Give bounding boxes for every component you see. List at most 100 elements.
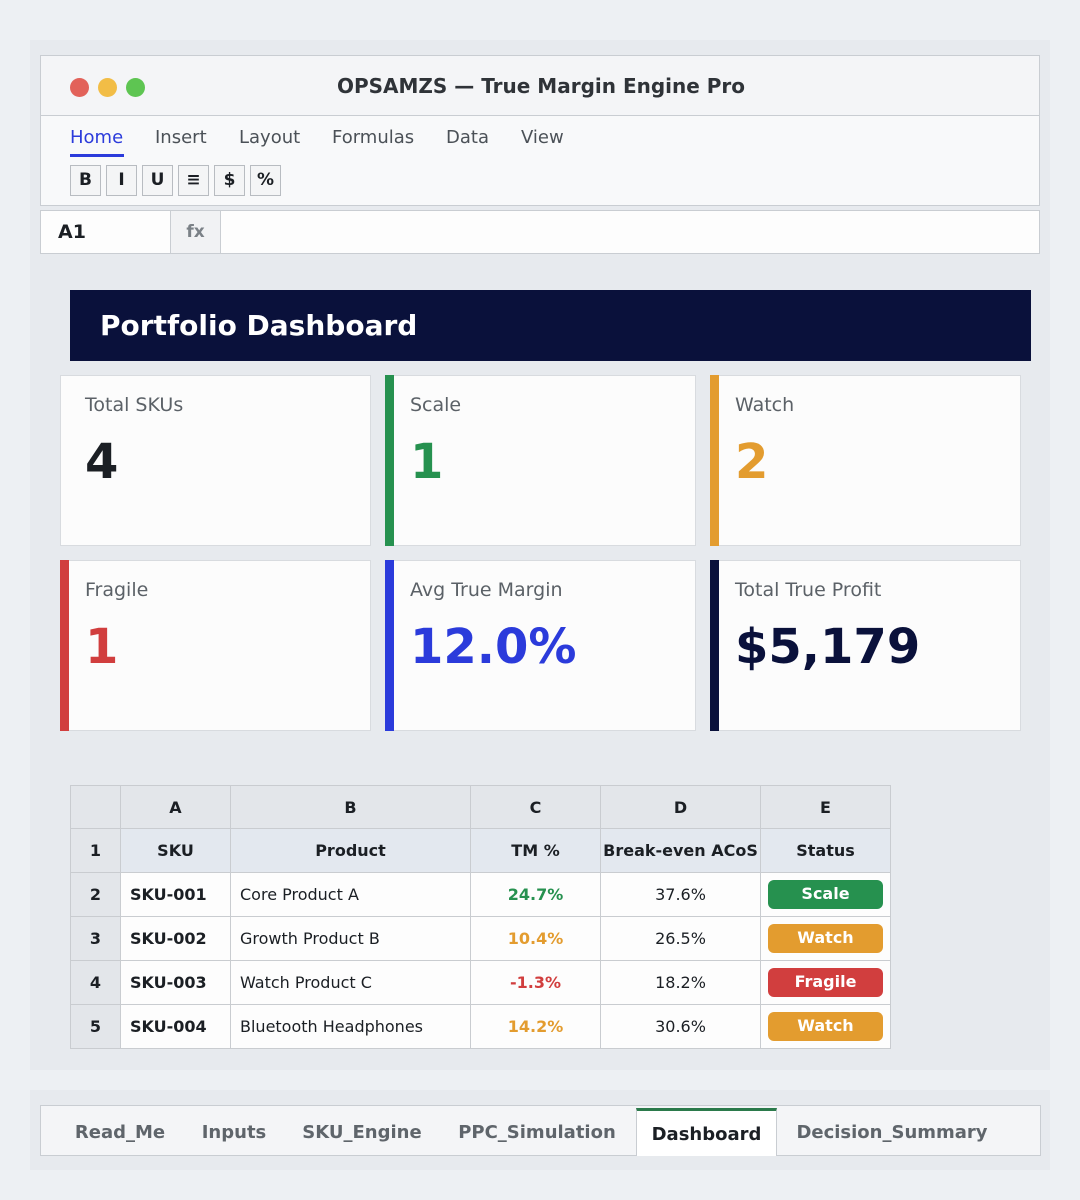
sku-cell[interactable]: SKU-003	[120, 960, 231, 1005]
sheet-tab-dashboard[interactable]: Dashboard	[636, 1108, 777, 1156]
italic-button[interactable]: I	[106, 165, 137, 196]
kpi-value: 1	[85, 619, 119, 675]
header-cell-sku[interactable]: SKU	[120, 828, 231, 873]
app-frame: OPSAMZS — True Margin Engine Pro Home In…	[30, 40, 1050, 1070]
kpi-card-avg-true-margin: Avg True Margin 12.0%	[385, 560, 696, 731]
header-cell-tm[interactable]: TM %	[470, 828, 601, 873]
tab-layout[interactable]: Layout	[239, 127, 301, 148]
status-badge: Fragile	[768, 968, 883, 997]
percent-format-button[interactable]: %	[250, 165, 281, 196]
sku-table: A B C D E 1 SKU Product TM % Break-even …	[70, 785, 891, 1049]
ribbon: Home Insert Layout Formulas Data View B …	[40, 115, 1040, 206]
table-header-row: 1 SKU Product TM % Break-even ACoS Statu…	[70, 828, 891, 873]
tm-cell[interactable]: -1.3%	[470, 960, 601, 1005]
sku-cell[interactable]: SKU-001	[120, 872, 231, 917]
status-badge: Watch	[768, 1012, 883, 1041]
kpi-label: Scale	[410, 394, 462, 416]
kpi-label: Total True Profit	[735, 579, 882, 601]
tab-insert[interactable]: Insert	[155, 127, 207, 148]
sku-cell[interactable]: SKU-002	[120, 916, 231, 961]
kpi-card-watch: Watch 2	[710, 375, 1021, 546]
product-cell[interactable]: Core Product A	[230, 872, 471, 917]
kpi-value: $5,179	[735, 619, 921, 675]
column-header-d[interactable]: D	[600, 785, 761, 829]
status-cell[interactable]: Watch	[760, 916, 891, 961]
kpi-accent-bar	[385, 375, 394, 546]
tab-formulas[interactable]: Formulas	[332, 127, 415, 148]
select-all-corner[interactable]	[70, 785, 121, 829]
breakeven-cell[interactable]: 18.2%	[600, 960, 761, 1005]
dashboard-banner: Portfolio Dashboard	[70, 290, 1031, 361]
header-cell-status[interactable]: Status	[760, 828, 891, 873]
kpi-card-total-true-profit: Total True Profit $5,179	[710, 560, 1021, 731]
breakeven-cell[interactable]: 30.6%	[600, 1004, 761, 1049]
status-cell[interactable]: Fragile	[760, 960, 891, 1005]
sku-cell[interactable]: SKU-004	[120, 1004, 231, 1049]
sheet-tab-read-me[interactable]: Read_Me	[74, 1122, 166, 1143]
formula-bar: A1 fx	[40, 210, 1040, 254]
kpi-label: Avg True Margin	[410, 579, 563, 601]
kpi-label: Watch	[735, 394, 795, 416]
tab-view[interactable]: View	[521, 127, 564, 148]
kpi-value: 2	[735, 434, 769, 490]
kpi-accent-bar	[60, 560, 69, 731]
header-cell-product[interactable]: Product	[230, 828, 471, 873]
kpi-card-fragile: Fragile 1	[60, 560, 371, 731]
title-bar: OPSAMZS — True Margin Engine Pro	[40, 55, 1040, 116]
status-cell[interactable]: Watch	[760, 1004, 891, 1049]
kpi-value: 1	[410, 434, 444, 490]
table-row: 4 SKU-003 Watch Product C -1.3% 18.2% Fr…	[70, 960, 891, 1005]
breakeven-cell[interactable]: 26.5%	[600, 916, 761, 961]
table-row: 2 SKU-001 Core Product A 24.7% 37.6% Sca…	[70, 872, 891, 917]
sheet-tab-sku-engine[interactable]: SKU_Engine	[302, 1122, 422, 1143]
row-header[interactable]: 4	[70, 960, 121, 1005]
active-tab-indicator	[70, 154, 124, 157]
column-header-c[interactable]: C	[470, 785, 601, 829]
product-cell[interactable]: Growth Product B	[230, 916, 471, 961]
underline-button[interactable]: U	[142, 165, 173, 196]
cell-reference-box[interactable]: A1	[41, 211, 171, 253]
dashboard-title: Portfolio Dashboard	[100, 309, 418, 342]
kpi-accent-bar	[710, 375, 719, 546]
tab-home[interactable]: Home	[70, 127, 124, 148]
sheet-tabs-bar: Read_Me Inputs SKU_Engine PPC_Simulation…	[40, 1105, 1041, 1156]
row-header[interactable]: 1	[70, 828, 121, 873]
fx-icon[interactable]: fx	[171, 211, 221, 253]
column-header-e[interactable]: E	[760, 785, 891, 829]
status-badge: Watch	[768, 924, 883, 953]
kpi-accent-bar	[385, 560, 394, 731]
window-title: OPSAMZS — True Margin Engine Pro	[336, 74, 746, 98]
column-header-a[interactable]: A	[120, 785, 231, 829]
bold-button[interactable]: B	[70, 165, 101, 196]
sheet-tab-inputs[interactable]: Inputs	[201, 1122, 267, 1143]
product-cell[interactable]: Bluetooth Headphones	[230, 1004, 471, 1049]
table-row: 3 SKU-002 Growth Product B 10.4% 26.5% W…	[70, 916, 891, 961]
header-cell-breakeven-acos[interactable]: Break-even ACoS	[600, 828, 761, 873]
kpi-label: Total SKUs	[85, 394, 184, 416]
align-icon[interactable]: ≡	[178, 165, 209, 196]
breakeven-cell[interactable]: 37.6%	[600, 872, 761, 917]
kpi-card-scale: Scale 1	[385, 375, 696, 546]
table-row: 5 SKU-004 Bluetooth Headphones 14.2% 30.…	[70, 1004, 891, 1049]
row-header[interactable]: 5	[70, 1004, 121, 1049]
minimize-window-button[interactable]	[98, 78, 117, 97]
status-cell[interactable]: Scale	[760, 872, 891, 917]
tm-cell[interactable]: 14.2%	[470, 1004, 601, 1049]
tm-cell[interactable]: 10.4%	[470, 916, 601, 961]
product-cell[interactable]: Watch Product C	[230, 960, 471, 1005]
sheet-tab-ppc-simulation[interactable]: PPC_Simulation	[458, 1122, 616, 1143]
kpi-value: 4	[85, 434, 119, 490]
kpi-accent-bar	[710, 560, 719, 731]
close-window-button[interactable]	[70, 78, 89, 97]
column-header-row: A B C D E	[70, 785, 891, 829]
kpi-value: 12.0%	[410, 619, 577, 675]
column-header-b[interactable]: B	[230, 785, 471, 829]
tab-data[interactable]: Data	[446, 127, 489, 148]
row-header[interactable]: 3	[70, 916, 121, 961]
kpi-card-total-skus: Total SKUs 4	[60, 375, 371, 546]
maximize-window-button[interactable]	[126, 78, 145, 97]
row-header[interactable]: 2	[70, 872, 121, 917]
currency-format-button[interactable]: $	[214, 165, 245, 196]
tm-cell[interactable]: 24.7%	[470, 872, 601, 917]
sheet-tab-decision-summary[interactable]: Decision_Summary	[796, 1122, 988, 1143]
